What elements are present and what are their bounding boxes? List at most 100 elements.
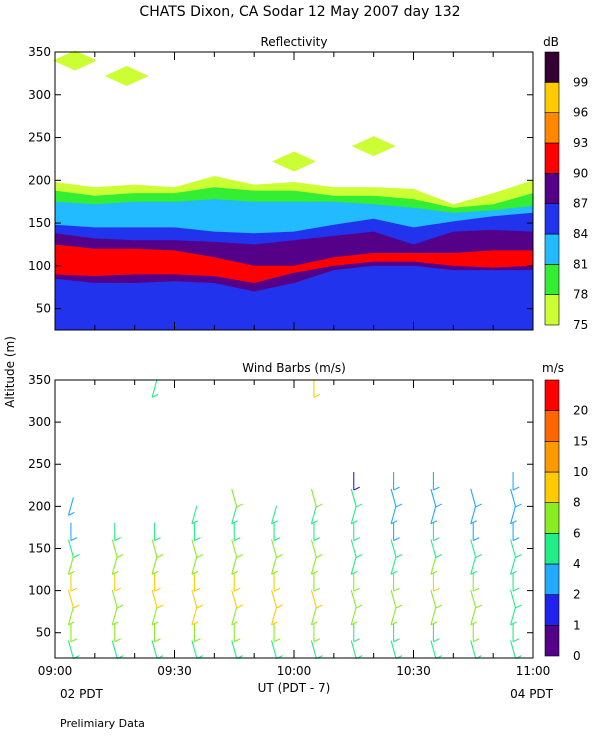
wind-barb-5-8 xyxy=(271,505,278,524)
wind-barb-flag-6-3 xyxy=(316,604,323,609)
wind-barb-flag-1-2 xyxy=(112,621,119,626)
wind-barb-10-9 xyxy=(470,488,477,508)
colorbar-label: 99 xyxy=(573,75,588,89)
wind-barb-flag-8-7 xyxy=(393,537,400,542)
wind-barb-3-6 xyxy=(191,539,198,558)
wind-barb-8-8 xyxy=(390,505,397,524)
y-tick-label: 150 xyxy=(28,541,51,555)
wind-barb-flag-10-4 xyxy=(473,587,480,592)
colorbar-label: 15 xyxy=(573,434,588,448)
wind-x-axis: 09:00 09:30 10:00 10:30 11:00 xyxy=(38,380,550,678)
wind-barb-flag-2-1 xyxy=(154,638,161,643)
wind-barb-8-3 xyxy=(390,589,397,609)
reflectivity-x-axis xyxy=(54,52,534,330)
wind-barb-9-6 xyxy=(430,539,437,558)
wind-barb-6-8 xyxy=(310,505,317,524)
wind-barb-6-2 xyxy=(310,606,317,626)
wind-barb-4-9 xyxy=(231,488,238,508)
wind-barb-11-5 xyxy=(510,556,517,575)
colorbar-swatch xyxy=(544,142,560,174)
wind-barb-flag-7-3 xyxy=(356,604,363,609)
wind-barb-5-2 xyxy=(271,606,278,626)
patch-75db-0 xyxy=(104,65,149,86)
y-tick-label: 100 xyxy=(28,584,51,598)
wind-barb-11-3 xyxy=(510,589,517,609)
y-tick-label: 300 xyxy=(28,88,51,102)
y-tick-label: 350 xyxy=(28,45,51,59)
x-end-local: 04 PDT xyxy=(510,687,554,701)
wind-barb-flag-6-5 xyxy=(311,570,318,575)
wind-barb-flag-7-7 xyxy=(353,537,360,542)
patch-75db-2 xyxy=(351,136,396,157)
y-tick-label: 200 xyxy=(28,173,51,187)
colorbar-label: 84 xyxy=(573,227,588,241)
y-tick-label: 250 xyxy=(28,457,51,471)
wind-barbs xyxy=(67,379,522,660)
wind-barb-flag-6-8 xyxy=(311,520,318,525)
colorbar-swatch xyxy=(544,533,560,565)
wind-barb-8-2 xyxy=(390,606,397,626)
colorbar-label: 10 xyxy=(573,465,588,479)
wind-barb-flag-11-5 xyxy=(510,570,517,575)
wind-barb-flag-6-9 xyxy=(316,503,323,508)
wind-colorbar-unit: m/s xyxy=(542,361,564,375)
wind-barb-5-5 xyxy=(271,556,278,575)
wind-barb-flag-6-1 xyxy=(313,638,321,643)
reflectivity-contours xyxy=(52,50,533,330)
x-tick-label: 10:00 xyxy=(277,664,312,678)
wind-barb-flag-2-6 xyxy=(156,553,164,558)
wind-barb-8-6 xyxy=(390,539,397,558)
wind-barb-flag-0-2 xyxy=(68,621,75,626)
colorbar-label: 4 xyxy=(573,557,581,571)
wind-barb-flag-0-4 xyxy=(70,587,78,592)
wind-barb-8-5 xyxy=(390,556,397,575)
wind-barb-flag-0-5 xyxy=(68,570,75,575)
wind-barb-flag-8-10 xyxy=(393,486,400,491)
wind-barb-flag-2-3 xyxy=(156,604,164,609)
wind-barb-flag-1-6 xyxy=(117,553,124,558)
wind-barb-9-5 xyxy=(430,556,437,575)
wind-y-axis: 50 100 150 200 250 300 350 xyxy=(28,373,533,640)
wind-barb-2-5 xyxy=(151,556,158,575)
wind-barb-flag-8-6 xyxy=(395,553,403,558)
wind-barb-3-3 xyxy=(191,589,198,609)
wind-barb-flag-6-7 xyxy=(313,537,321,542)
wind-barb-5-6 xyxy=(271,539,278,558)
wind-barb-flag-7-8 xyxy=(351,520,358,525)
colorbar-swatch xyxy=(544,441,560,473)
wind-barb-0-6 xyxy=(67,539,74,558)
colorbar-swatch xyxy=(544,410,560,442)
wind-barb-flag-9-5 xyxy=(430,570,438,575)
figure-title: CHATS Dixon, CA Sodar 12 May 2007 day 13… xyxy=(139,4,460,20)
wind-barb-flag-9-10 xyxy=(433,486,440,491)
x-axis-label: UT (PDT - 7) xyxy=(258,681,331,695)
wind-barb-flag-11-10 xyxy=(512,486,520,491)
colorbar-swatch xyxy=(544,625,560,657)
wind-barb-flag-2-5 xyxy=(151,570,159,575)
wind-barb-flag-8-4 xyxy=(393,587,400,592)
y-axis-label: Altitude (m) xyxy=(3,336,17,408)
colorbar-label: 87 xyxy=(573,197,588,211)
wind-barb-flag-1-5 xyxy=(112,570,119,575)
reflectivity-colorbar-unit: dB xyxy=(543,35,559,49)
wind-barb-flag-6-6 xyxy=(316,553,323,558)
colorbar-swatch xyxy=(544,233,560,265)
wind-plot-area xyxy=(55,380,533,658)
wind-barb-flag-7-10 xyxy=(353,486,360,491)
colorbar-swatch xyxy=(544,379,560,411)
wind-barb-flag-11-3 xyxy=(515,604,522,609)
wind-barb-6-0 xyxy=(310,640,317,659)
wind-barb-flag-8-9 xyxy=(395,503,403,508)
wind-barb-flag-5-2 xyxy=(271,621,278,626)
wind-barb-4-3 xyxy=(231,589,238,609)
colorbar-label: 75 xyxy=(573,318,588,332)
colorbar-label: 2 xyxy=(573,588,581,602)
wind-barb-flag-5-1 xyxy=(273,638,281,643)
wind-barb-flag-4-1 xyxy=(234,638,241,643)
y-tick-label: 200 xyxy=(28,499,51,513)
wind-barb-7-2 xyxy=(350,606,357,626)
wind-barb-flag-11-6 xyxy=(515,553,522,558)
colorbar-swatch xyxy=(544,264,560,295)
colorbar-label: 1 xyxy=(573,618,581,632)
